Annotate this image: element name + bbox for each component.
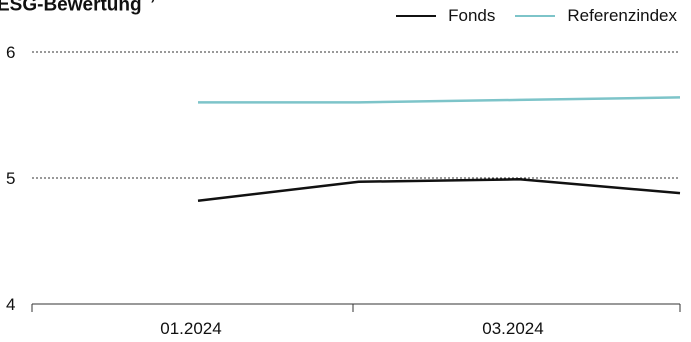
chart-title: ESG-Bewertung3) xyxy=(0,0,155,16)
x-tick-label-0: 01.2024 xyxy=(160,319,221,338)
legend-swatch-fonds xyxy=(396,15,437,17)
series-line-referenzindex xyxy=(198,96,681,104)
legend-item-fonds: Fonds xyxy=(396,6,495,26)
legend-swatch-referenzindex xyxy=(515,15,556,17)
title-footnote: 3) xyxy=(145,0,156,3)
legend-label-referenzindex: Referenzindex xyxy=(567,6,677,25)
legend-item-referenzindex: Referenzindex xyxy=(515,6,677,26)
chart-title-text: ESG-Bewertung xyxy=(0,0,142,16)
y-tick-label-6: 6 xyxy=(6,43,15,62)
legend-label-fonds: Fonds xyxy=(448,6,496,25)
x-tick-label-1: 03.2024 xyxy=(482,319,543,338)
y-tick-label-5: 5 xyxy=(6,169,15,188)
series-line-fonds xyxy=(197,178,681,202)
chart-legend: Fonds Referenzindex xyxy=(396,6,677,26)
y-tick-label-4: 4 xyxy=(6,295,15,314)
